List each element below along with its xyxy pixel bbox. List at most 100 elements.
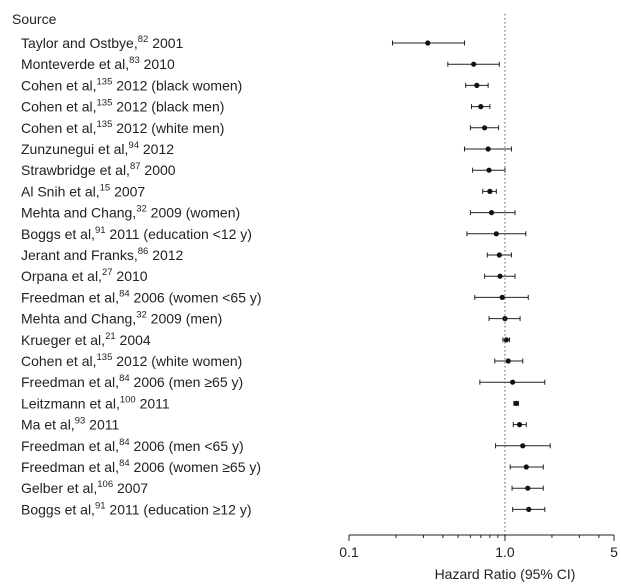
- study-reference: 84: [119, 458, 130, 469]
- hazard-ratio-point: [516, 422, 523, 428]
- study-author: Taylor and Ostbye,: [21, 35, 138, 51]
- study-author: Monteverde et al,: [21, 56, 129, 72]
- study-label: Freedman et al,84 2006 (women ≥65 y): [21, 458, 261, 475]
- study-author: Orpana et al,: [21, 268, 102, 284]
- x-axis-title: Hazard Ratio (95% CI): [435, 566, 576, 582]
- study-reference: 91: [95, 500, 106, 511]
- hazard-ratio-point: [499, 294, 505, 300]
- study-label: Cohen et al,135 2012 (black men): [21, 98, 224, 115]
- study-author: Cohen et al,: [21, 77, 97, 93]
- study-label: Monteverde et al,83 2010: [21, 55, 175, 72]
- study-row: Boggs et al,91 2011 (education ≥12 y): [21, 500, 546, 517]
- study-reference: 135: [97, 352, 113, 363]
- study-label: Boggs et al,91 2011 (education <12 y): [21, 225, 252, 242]
- hazard-ratio-point: [525, 485, 531, 491]
- study-detail: 2012 (white men): [112, 120, 224, 136]
- study-row: Freedman et al,84 2006 (men <65 y): [21, 437, 551, 454]
- study-author: Cohen et al,: [21, 353, 97, 369]
- study-label: Freedman et al,84 2006 (men <65 y): [21, 437, 244, 454]
- study-row: Orpana et al,27 2010: [21, 267, 516, 284]
- hazard-ratio-point: [474, 82, 480, 88]
- study-reference: 94: [128, 140, 139, 151]
- study-row: Strawbridge et al,87 2000: [21, 161, 506, 178]
- hazard-ratio-point: [526, 506, 532, 512]
- study-label: Taylor and Ostbye,82 2001: [21, 34, 184, 51]
- hazard-ratio-point: [513, 400, 519, 406]
- study-row: Cohen et al,135 2012 (white women): [21, 352, 524, 369]
- study-label: Strawbridge et al,87 2000: [21, 161, 176, 178]
- study-label: Boggs et al,91 2011 (education ≥12 y): [21, 500, 251, 517]
- study-author: Al Snih et al,: [21, 183, 100, 199]
- study-reference: 82: [138, 34, 149, 45]
- hazard-ratio-point: [523, 464, 529, 470]
- study-author: Cohen et al,: [21, 120, 97, 136]
- study-label: Krueger et al,21 2004: [21, 331, 151, 348]
- study-detail: 2012 (white women): [112, 353, 242, 369]
- x-tick-label: 0.1: [339, 544, 359, 560]
- study-row: Ma et al,93 2011: [21, 416, 527, 433]
- study-reference: 84: [119, 288, 130, 299]
- study-author: Krueger et al,: [21, 332, 105, 348]
- study-detail: 2006 (men ≥65 y): [130, 374, 244, 390]
- x-tick-label: 1.0: [495, 544, 515, 560]
- study-reference: 87: [130, 161, 141, 172]
- column-header: Source: [12, 11, 57, 27]
- study-detail: 2006 (men <65 y): [130, 438, 244, 454]
- hazard-ratio-point: [510, 379, 516, 385]
- study-row: Jerant and Franks,86 2012: [21, 246, 512, 263]
- study-detail: 2012: [139, 141, 174, 157]
- study-row: Freedman et al,84 2006 (women ≥65 y): [21, 458, 544, 475]
- study-detail: 2007: [110, 183, 145, 199]
- study-author: Boggs et al,: [21, 226, 95, 242]
- hazard-ratio-point: [471, 61, 477, 67]
- study-reference: 91: [95, 225, 106, 236]
- study-author: Freedman et al,: [21, 459, 119, 475]
- study-author: Mehta and Chang,: [21, 311, 136, 327]
- study-detail: 2007: [113, 480, 148, 496]
- study-reference: 135: [97, 76, 113, 87]
- study-reference: 83: [129, 55, 140, 66]
- hazard-ratio-point: [520, 443, 526, 449]
- study-detail: 2011 (education ≥12 y): [106, 501, 252, 517]
- x-tick-label: 5: [610, 544, 618, 560]
- study-row: Gelber et al,106 2007: [21, 479, 544, 496]
- study-label: Cohen et al,135 2012 (white men): [21, 119, 224, 136]
- study-detail: 2004: [116, 332, 151, 348]
- study-row: Cohen et al,135 2012 (black men): [21, 98, 491, 115]
- hazard-ratio-point: [485, 146, 491, 152]
- study-row: Freedman et al,84 2006 (women <65 y): [21, 288, 529, 305]
- study-row: Monteverde et al,83 2010: [21, 55, 500, 72]
- study-author: Ma et al,: [21, 417, 75, 433]
- study-row: Freedman et al,84 2006 (men ≥65 y): [21, 373, 546, 390]
- hazard-ratio-point: [497, 273, 503, 279]
- study-detail: 2011 (education <12 y): [106, 226, 252, 242]
- study-detail: 2010: [140, 56, 175, 72]
- study-author: Gelber et al,: [21, 480, 97, 496]
- study-reference: 21: [105, 331, 116, 342]
- hazard-ratio-point: [496, 252, 502, 258]
- hazard-ratio-point: [425, 40, 431, 46]
- study-detail: 2009 (women): [147, 205, 240, 221]
- study-detail: 2011: [85, 417, 119, 433]
- study-detail: 2011: [136, 395, 170, 411]
- x-axis-ticks: 0.1 1.0 5: [339, 535, 618, 560]
- study-label: Leitzmann et al,100 2011: [21, 394, 170, 411]
- study-reference: 32: [136, 204, 147, 215]
- study-label: Freedman et al,84 2006 (women <65 y): [21, 288, 262, 305]
- study-reference: 84: [119, 437, 130, 448]
- study-reference: 135: [97, 119, 113, 130]
- study-reference: 15: [100, 182, 111, 193]
- study-row: Boggs et al,91 2011 (education <12 y): [21, 225, 527, 242]
- study-detail: 2009 (men): [147, 311, 222, 327]
- study-label: Jerant and Franks,86 2012: [21, 246, 184, 263]
- study-author: Leitzmann et al,: [21, 395, 120, 411]
- study-reference: 86: [138, 246, 149, 257]
- study-detail: 2012 (black women): [112, 77, 242, 93]
- study-detail: 2000: [141, 162, 176, 178]
- study-author: Jerant and Franks,: [21, 247, 138, 263]
- study-reference: 32: [136, 310, 147, 321]
- hazard-ratio-point: [493, 231, 499, 237]
- study-row: Cohen et al,135 2012 (white men): [21, 119, 500, 136]
- study-label: Al Snih et al,15 2007: [21, 182, 145, 199]
